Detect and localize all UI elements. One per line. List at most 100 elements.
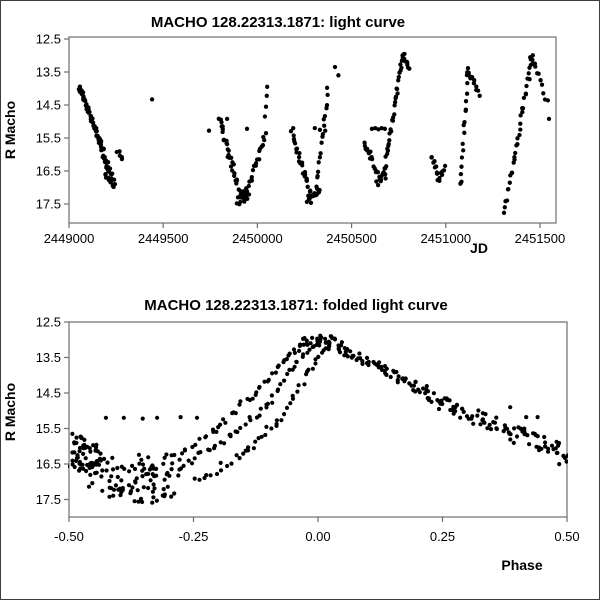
data-point: [109, 486, 114, 491]
data-point: [470, 414, 475, 419]
data-point: [257, 157, 262, 162]
data-point: [94, 128, 99, 134]
data-point: [218, 422, 223, 427]
data-point: [291, 133, 296, 138]
data-point: [533, 64, 538, 69]
data-points-layer: [68, 333, 568, 505]
data-point: [155, 415, 160, 420]
data-point: [304, 338, 309, 343]
data-point: [301, 352, 306, 357]
data-point: [279, 418, 284, 423]
data-point: [105, 160, 111, 165]
data-point: [392, 100, 398, 105]
data-point: [393, 94, 399, 99]
data-point: [441, 168, 447, 173]
data-point: [223, 420, 228, 425]
data-point: [494, 426, 499, 431]
y-tick-label: 14.5: [36, 386, 61, 401]
data-point: [282, 378, 287, 383]
data-point: [127, 469, 132, 474]
data-point: [80, 90, 86, 95]
data-point: [119, 156, 125, 162]
data-point: [407, 381, 412, 386]
data-point: [162, 477, 167, 482]
data-point: [132, 499, 137, 504]
y-tick-label: 15.5: [36, 421, 61, 436]
data-point: [150, 472, 155, 477]
data-point: [154, 473, 159, 478]
data-point: [287, 367, 292, 372]
data-point: [336, 73, 341, 78]
data-point: [186, 458, 191, 463]
data-point: [78, 434, 83, 439]
data-point: [77, 449, 82, 454]
data-point: [284, 405, 290, 410]
data-point: [302, 382, 307, 387]
data-point: [379, 125, 384, 131]
data-point: [323, 336, 328, 341]
data-point: [84, 468, 89, 474]
data-point: [312, 125, 317, 131]
data-point: [399, 65, 404, 71]
plot-frame: [68, 36, 557, 224]
y-axis-ticks: 12.5 13.5 14.5 15.5 16.5 17.5: [36, 32, 69, 212]
data-point: [152, 486, 157, 491]
data-point: [77, 445, 83, 451]
data-point: [505, 187, 511, 192]
data-point: [305, 342, 310, 347]
data-point: [83, 456, 88, 461]
data-point: [424, 387, 429, 392]
data-point: [308, 200, 314, 205]
x-tick-label: 2449000: [44, 231, 95, 246]
data-point: [296, 154, 302, 160]
data-point: [94, 470, 99, 475]
data-point: [89, 119, 95, 124]
data-point: [90, 481, 95, 486]
data-point: [488, 427, 494, 432]
data-point: [539, 446, 544, 451]
data-point: [235, 195, 241, 200]
data-point: [103, 172, 108, 177]
data-point: [296, 383, 301, 388]
data-point: [461, 409, 466, 414]
data-point: [396, 374, 401, 379]
data-point: [172, 452, 177, 458]
data-point: [485, 426, 490, 431]
data-point: [85, 444, 90, 449]
data-point: [375, 182, 381, 188]
data-point: [291, 125, 296, 131]
data-point: [442, 396, 447, 401]
data-point: [360, 361, 365, 366]
data-point: [345, 354, 350, 359]
data-point: [89, 460, 94, 465]
data-point: [297, 151, 302, 156]
data-point: [234, 453, 239, 458]
data-point: [384, 164, 389, 169]
data-point: [214, 429, 219, 434]
data-point: [177, 457, 182, 462]
data-point: [556, 443, 561, 448]
data-point: [305, 184, 310, 189]
data-point: [364, 355, 370, 360]
data-point: [555, 450, 560, 455]
data-point: [228, 432, 233, 437]
data-point: [395, 380, 400, 385]
data-point: [262, 379, 267, 384]
data-point: [203, 435, 208, 440]
data-point: [281, 360, 286, 365]
data-point: [110, 467, 116, 472]
data-point: [307, 347, 312, 352]
data-point: [342, 353, 347, 358]
data-point: [515, 142, 520, 147]
data-point: [332, 336, 337, 341]
data-point: [382, 126, 388, 131]
data-point: [81, 451, 86, 456]
data-point: [263, 131, 269, 136]
data-point: [250, 167, 256, 173]
data-point: [388, 374, 393, 380]
data-point: [138, 496, 144, 501]
data-point: [263, 104, 269, 109]
data-point: [190, 444, 195, 450]
data-point: [82, 437, 87, 442]
